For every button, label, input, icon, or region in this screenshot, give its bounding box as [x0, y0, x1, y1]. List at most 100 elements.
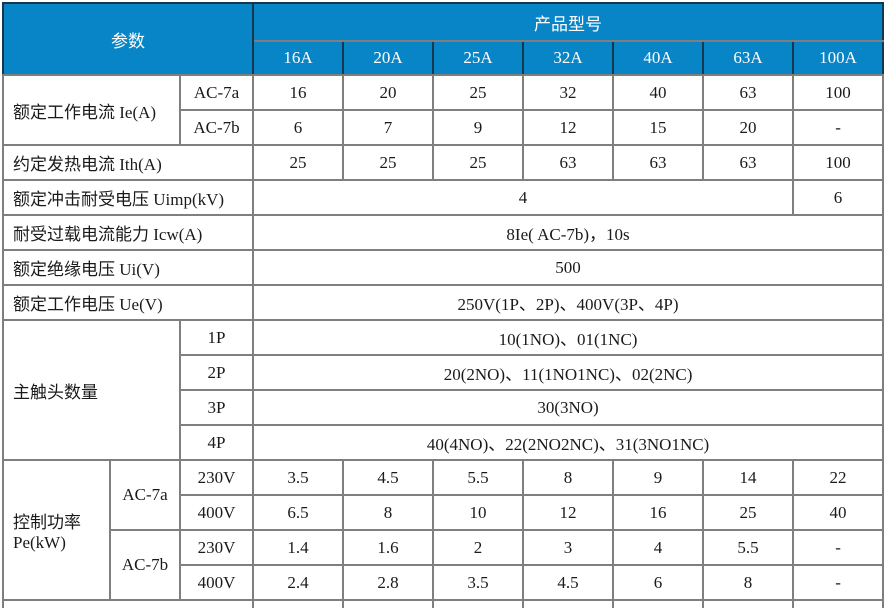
row-label-ie: 额定工作电流 Ie(A): [2, 74, 181, 146]
value-cell: 6: [252, 109, 345, 146]
value-cell: 25: [342, 144, 435, 181]
value-cell: 20: [702, 109, 795, 146]
category-label-ac7a: AC-7a: [178, 74, 255, 111]
category-label-ac7b: AC-7b: [178, 109, 255, 146]
value-cell: 22: [792, 459, 884, 496]
category-label-power-ac7b: AC-7b: [109, 529, 181, 601]
value-cell: 8: [342, 494, 435, 531]
value-cell-uimp-100a: 6: [792, 179, 884, 216]
row-ith: 约定发热电流 Ith(A) 25 25 25 63 63 63 100: [1, 144, 884, 181]
value-cell: 1.4: [252, 529, 345, 566]
empty-cell: [612, 599, 705, 608]
value-cell-contacts-4p: 40(4NO)、22(2NO2NC)、31(3NO1NC): [252, 424, 884, 461]
value-cell: 32: [522, 74, 615, 111]
header-row-models: 16A 20A 25A 32A 40A 63A 100A: [3, 40, 884, 76]
value-cell: -: [792, 109, 884, 146]
value-cell-contacts-1p: 10(1NO)、01(1NC): [252, 319, 884, 356]
voltage-label-400v: 400V: [178, 564, 255, 601]
row-uimp: 额定冲击耐受电压 Uimp(kV) 4 6: [1, 179, 884, 216]
param-header: 参数: [1, 2, 255, 76]
value-cell: 5.5: [432, 459, 525, 496]
row-label-icw: 耐受过载电流能力 Icw(A): [1, 214, 255, 251]
value-cell: 4.5: [522, 564, 615, 601]
empty-cell: [1, 599, 255, 608]
value-cell: 10: [432, 494, 525, 531]
value-cell: 12: [522, 109, 615, 146]
value-cell: 40: [792, 494, 884, 531]
value-cell: 25: [432, 144, 525, 181]
pole-label-3p: 3P: [178, 389, 255, 426]
row-power-ac7a-400v: 400V 6.5 8 10 12 16 25 40: [3, 494, 884, 531]
row-contacts-3p: 3P 30(3NO): [3, 389, 884, 426]
value-cell: 63: [702, 144, 795, 181]
value-cell: 100: [792, 74, 884, 111]
value-cell: 7: [342, 109, 435, 146]
header-row-product: 参数 产品型号: [1, 2, 884, 76]
model-header-25a: 25A: [432, 40, 525, 76]
value-cell: 15: [612, 109, 705, 146]
value-cell-contacts-2p: 20(2NO)、11(1NO1NC)、02(2NC): [252, 354, 884, 391]
value-cell-contacts-3p: 30(3NO): [252, 389, 884, 426]
row-label-contacts: 主触头数量: [2, 319, 181, 461]
row-icw: 耐受过载电流能力 Icw(A) 8Ie( AC-7b)，10s: [1, 214, 884, 251]
row-contacts-1p: 主触头数量 1P 10(1NO)、01(1NC): [2, 319, 884, 461]
row-label-power: 控制功率 Pe(kW): [2, 459, 111, 601]
model-header-40a: 40A: [612, 40, 705, 76]
value-cell-icw: 8Ie( AC-7b)，10s: [252, 214, 884, 251]
empty-cell: [792, 599, 884, 608]
row-contacts-4p: 4P 40(4NO)、22(2NO2NC)、31(3NO1NC): [3, 424, 884, 461]
empty-cell: [252, 599, 345, 608]
row-label-uimp: 额定冲击耐受电压 Uimp(kV): [1, 179, 255, 216]
value-cell: 3.5: [252, 459, 345, 496]
value-cell: 3.5: [432, 564, 525, 601]
value-cell: 8: [522, 459, 615, 496]
value-cell: 25: [432, 74, 525, 111]
value-cell: 100: [792, 144, 884, 181]
row-contacts-2p: 2P 20(2NO)、11(1NO1NC)、02(2NC): [3, 354, 884, 391]
value-cell: 40: [612, 74, 705, 111]
value-cell: 16: [612, 494, 705, 531]
model-header-63a: 63A: [702, 40, 795, 76]
value-cell: 6: [612, 564, 705, 601]
pole-label-4p: 4P: [178, 424, 255, 461]
category-label-power-ac7a: AC-7a: [109, 459, 181, 531]
row-label-ue: 额定工作电压 Ue(V): [1, 284, 255, 321]
empty-cell: [702, 599, 795, 608]
voltage-label-230v: 230V: [178, 459, 255, 496]
value-cell: 2.4: [252, 564, 345, 601]
row-ue: 额定工作电压 Ue(V) 250V(1P、2P)、400V(3P、4P): [1, 284, 884, 321]
row-power-ac7b-400v: 400V 2.4 2.8 3.5 4.5 6 8 -: [3, 564, 884, 601]
value-cell: -: [792, 529, 884, 566]
row-ie-ac7b: AC-7b 6 7 9 12 15 20 -: [3, 109, 884, 146]
product-model-header: 产品型号: [252, 2, 884, 42]
pole-label-2p: 2P: [178, 354, 255, 391]
value-cell: 16: [252, 74, 345, 111]
value-cell: 12: [522, 494, 615, 531]
pole-label-1p: 1P: [178, 319, 255, 356]
value-cell: 25: [252, 144, 345, 181]
row-ui: 额定绝缘电压 Ui(V) 500: [1, 249, 884, 286]
value-cell: 6.5: [252, 494, 345, 531]
value-cell: 63: [522, 144, 615, 181]
model-header-16a: 16A: [252, 40, 345, 76]
value-cell: 25: [702, 494, 795, 531]
model-header-20a: 20A: [342, 40, 435, 76]
value-cell: 14: [702, 459, 795, 496]
value-cell: -: [792, 564, 884, 601]
value-cell: 4.5: [342, 459, 435, 496]
value-cell: 2: [432, 529, 525, 566]
model-header-32a: 32A: [522, 40, 615, 76]
row-power-ac7b-230v: AC-7b 230V 1.4 1.6 2 3 4 5.5 -: [3, 529, 884, 601]
value-cell: 9: [612, 459, 705, 496]
value-cell: 8: [702, 564, 795, 601]
empty-cell: [522, 599, 615, 608]
row-ie-ac7a: 额定工作电流 Ie(A) AC-7a 16 20 25 32 40 63 100: [2, 74, 884, 146]
value-cell-ui: 500: [252, 249, 884, 286]
model-header-100a: 100A: [792, 40, 884, 76]
row-label-ui: 额定绝缘电压 Ui(V): [1, 249, 255, 286]
value-cell: 5.5: [702, 529, 795, 566]
value-cell: 1.6: [342, 529, 435, 566]
row-partial-cutoff: [1, 599, 884, 608]
voltage-label-230v: 230V: [178, 529, 255, 566]
